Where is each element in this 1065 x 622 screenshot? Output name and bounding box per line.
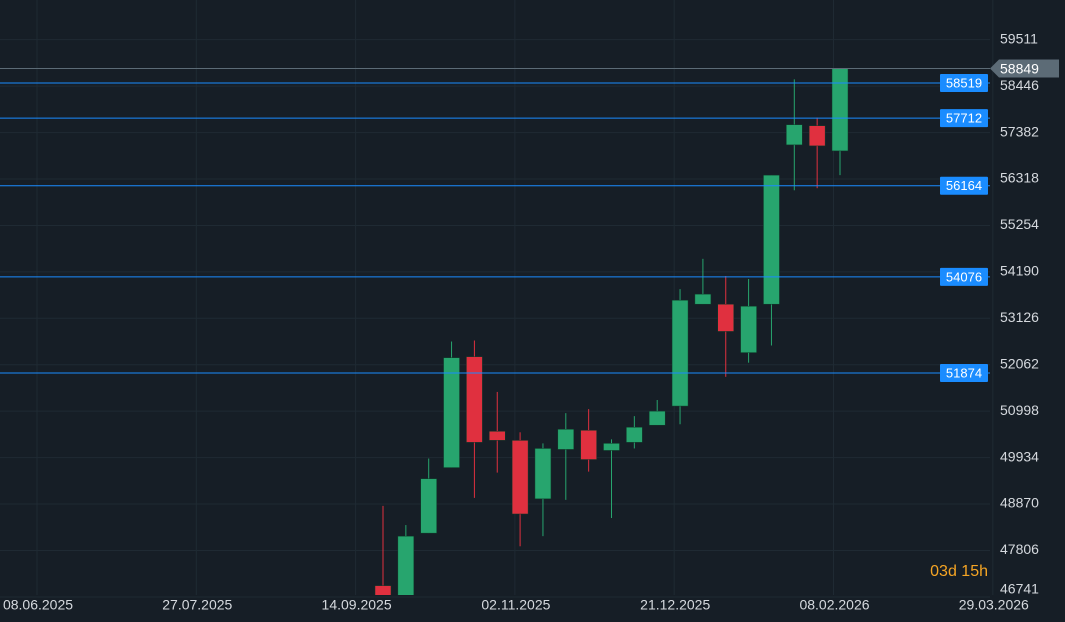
candle-body bbox=[534, 448, 552, 500]
y-tick-label: 50998 bbox=[1000, 402, 1039, 418]
level-label-box bbox=[940, 73, 988, 92]
overlay: 46741 47806 48870 49934 50998 52062 53126 54190… bbox=[0, 30, 1059, 613]
candle-body bbox=[648, 410, 666, 426]
grid bbox=[0, 0, 994, 598]
y-tick-label: 56318 bbox=[1000, 170, 1039, 186]
y-tick-label: 55254 bbox=[1000, 216, 1039, 232]
level-label-box bbox=[940, 267, 988, 286]
y-tick-label: 49934 bbox=[1000, 448, 1039, 464]
candle-body bbox=[831, 68, 849, 152]
candle-body bbox=[466, 356, 483, 443]
level-label-box bbox=[940, 109, 988, 128]
candle-body bbox=[374, 585, 392, 595]
candle-body bbox=[694, 293, 712, 305]
x-tick-label: 08.02.2026 bbox=[799, 597, 869, 613]
candle-body bbox=[763, 174, 780, 305]
candle-body bbox=[671, 299, 689, 407]
y-tick-label: 59511 bbox=[1000, 30, 1038, 46]
x-tick-label: 29.03.2026 bbox=[959, 597, 1029, 613]
candle-body bbox=[603, 443, 620, 451]
y-tick-label: 53126 bbox=[1000, 309, 1039, 325]
plot-area bbox=[374, 68, 849, 595]
last-price-box bbox=[990, 59, 1059, 78]
y-tick-label: 46741 bbox=[1000, 581, 1039, 597]
x-tick-label: 08.06.2025 bbox=[3, 597, 73, 613]
x-tick-label: 27.07.2025 bbox=[162, 597, 232, 613]
candle-body bbox=[580, 430, 597, 460]
level-label: 58519 bbox=[946, 75, 982, 90]
candle-body bbox=[557, 429, 575, 450]
y-tick-label: 54190 bbox=[1000, 263, 1039, 279]
candle-body bbox=[626, 426, 643, 443]
last-price-label: 58849 bbox=[1000, 60, 1039, 76]
candle-body bbox=[717, 303, 734, 332]
candle-body bbox=[443, 357, 460, 468]
level-label: 51874 bbox=[946, 365, 982, 380]
y-tick-label: 57382 bbox=[1000, 123, 1039, 139]
candle-body bbox=[397, 535, 415, 595]
candle-body bbox=[511, 440, 529, 515]
countdown: 03d 15h bbox=[930, 563, 988, 580]
y-tick-label: 47806 bbox=[1000, 541, 1039, 557]
candle-body bbox=[420, 478, 437, 534]
candle-body bbox=[786, 124, 803, 146]
y-tick-label: 52062 bbox=[1000, 355, 1039, 371]
x-tick-label: 14.09.2025 bbox=[322, 597, 392, 613]
level-label: 56164 bbox=[946, 178, 982, 193]
x-tick-label: 02.11.2025 bbox=[481, 597, 550, 613]
level-label: 54076 bbox=[946, 269, 982, 284]
candle-body bbox=[489, 431, 506, 441]
x-tick-label: 21.12.2025 bbox=[640, 597, 710, 613]
level-label: 57712 bbox=[946, 111, 982, 126]
level-label-box bbox=[940, 176, 988, 195]
level-label-box bbox=[940, 363, 988, 382]
y-tick-label: 48870 bbox=[1000, 495, 1039, 511]
candle-body bbox=[808, 125, 826, 147]
y-tick-label: 58446 bbox=[1000, 77, 1039, 93]
candle-body bbox=[740, 305, 757, 353]
